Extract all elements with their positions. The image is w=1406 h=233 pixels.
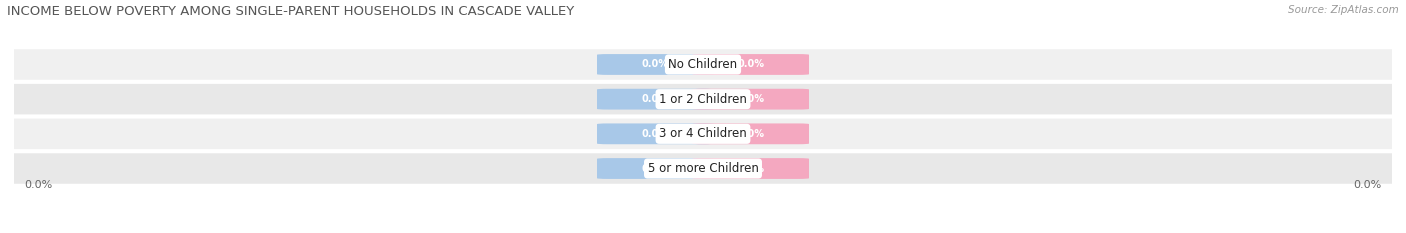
Text: 3 or 4 Children: 3 or 4 Children [659, 127, 747, 140]
FancyBboxPatch shape [0, 153, 1406, 184]
Text: 0.0%: 0.0% [641, 94, 669, 104]
Text: 0.0%: 0.0% [737, 59, 765, 69]
Text: 0.0%: 0.0% [1353, 180, 1381, 190]
Text: 0.0%: 0.0% [641, 59, 669, 69]
Text: 0.0%: 0.0% [737, 164, 765, 174]
Text: 0.0%: 0.0% [25, 180, 53, 190]
FancyBboxPatch shape [598, 54, 714, 75]
Text: INCOME BELOW POVERTY AMONG SINGLE-PARENT HOUSEHOLDS IN CASCADE VALLEY: INCOME BELOW POVERTY AMONG SINGLE-PARENT… [7, 5, 574, 18]
FancyBboxPatch shape [0, 119, 1406, 149]
FancyBboxPatch shape [598, 89, 714, 110]
Text: 0.0%: 0.0% [737, 129, 765, 139]
Text: 1 or 2 Children: 1 or 2 Children [659, 93, 747, 106]
Text: Source: ZipAtlas.com: Source: ZipAtlas.com [1288, 5, 1399, 15]
Text: 5 or more Children: 5 or more Children [648, 162, 758, 175]
Text: No Children: No Children [668, 58, 738, 71]
Text: 0.0%: 0.0% [641, 129, 669, 139]
FancyBboxPatch shape [692, 158, 808, 179]
FancyBboxPatch shape [598, 158, 714, 179]
FancyBboxPatch shape [692, 89, 808, 110]
FancyBboxPatch shape [692, 54, 808, 75]
FancyBboxPatch shape [0, 84, 1406, 114]
Text: 0.0%: 0.0% [737, 94, 765, 104]
FancyBboxPatch shape [598, 123, 714, 144]
Text: 0.0%: 0.0% [641, 164, 669, 174]
FancyBboxPatch shape [0, 49, 1406, 80]
FancyBboxPatch shape [692, 123, 808, 144]
